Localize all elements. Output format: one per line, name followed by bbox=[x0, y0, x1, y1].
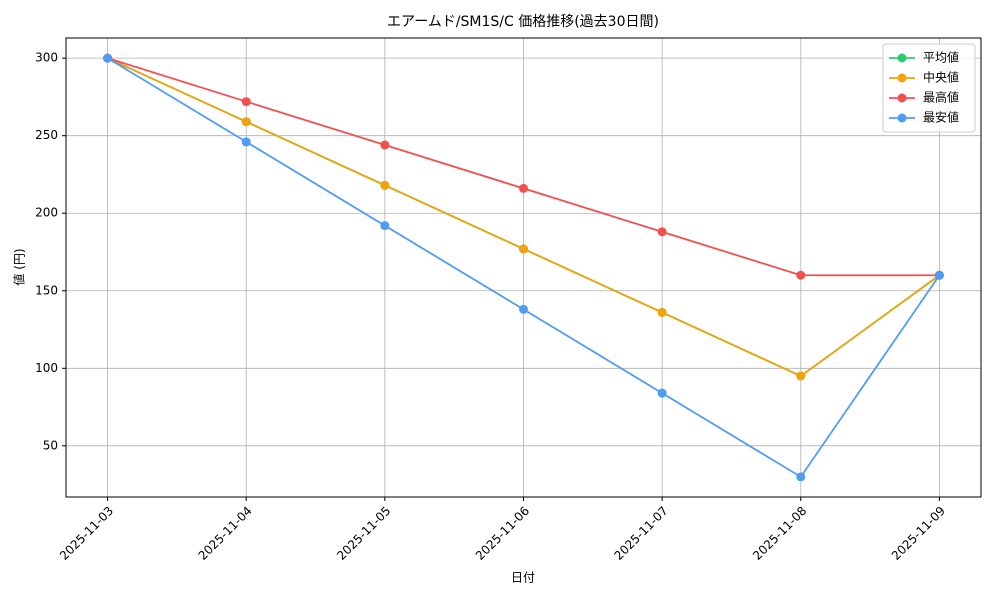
data-point bbox=[934, 270, 944, 280]
legend-marker bbox=[897, 73, 907, 83]
legend-label: 最高値 bbox=[923, 90, 959, 105]
x-tick-label: 2025-11-08 bbox=[750, 504, 809, 563]
data-point bbox=[657, 227, 667, 237]
x-tick-label: 2025-11-04 bbox=[196, 504, 255, 563]
data-point bbox=[380, 140, 390, 150]
x-tick-label: 2025-11-09 bbox=[889, 504, 948, 563]
y-tick-label: 300 bbox=[35, 51, 58, 65]
y-tick-label: 100 bbox=[35, 361, 58, 375]
legend-label: 平均値 bbox=[923, 50, 959, 65]
data-point bbox=[103, 53, 113, 63]
data-point bbox=[796, 270, 806, 280]
x-axis-label: 日付 bbox=[511, 571, 535, 585]
plot-frame bbox=[65, 37, 982, 498]
y-tick-label: 50 bbox=[43, 438, 58, 452]
data-point bbox=[241, 97, 251, 107]
data-point bbox=[796, 472, 806, 482]
data-point bbox=[519, 244, 528, 254]
data-point bbox=[657, 307, 667, 317]
legend-marker bbox=[897, 53, 907, 63]
y-axis-label: 値 (円) bbox=[12, 248, 27, 285]
data-point bbox=[241, 117, 251, 127]
y-tick-label: 250 bbox=[35, 128, 58, 142]
data-point bbox=[380, 180, 390, 190]
x-tick-label: 2025-11-06 bbox=[473, 504, 532, 563]
data-point bbox=[519, 183, 528, 193]
y-tick-label: 150 bbox=[35, 283, 58, 297]
legend-label: 最安値 bbox=[923, 110, 959, 125]
legend-box bbox=[882, 43, 976, 133]
data-point bbox=[657, 388, 667, 398]
data-point bbox=[519, 304, 528, 314]
legend-label: 中央値 bbox=[923, 70, 959, 85]
legend-marker bbox=[897, 113, 907, 123]
data-point bbox=[241, 137, 251, 147]
y-tick-label: 200 bbox=[35, 206, 58, 220]
chart-title: エアームド/SM1S/C 価格推移(過去30日間) bbox=[387, 14, 659, 30]
x-tick-label: 2025-11-05 bbox=[334, 504, 393, 563]
x-tick-label: 2025-11-03 bbox=[57, 504, 116, 563]
legend-marker bbox=[897, 93, 907, 103]
data-point bbox=[380, 221, 390, 231]
x-tick-label: 2025-11-07 bbox=[612, 504, 671, 563]
data-point bbox=[796, 371, 806, 381]
